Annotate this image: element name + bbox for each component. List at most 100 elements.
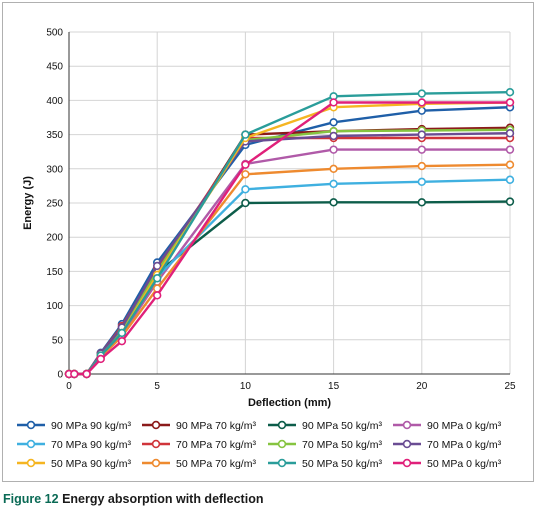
legend-item: 50 MPa 90 kg/m³ xyxy=(17,458,131,470)
legend-swatch-marker xyxy=(277,439,287,449)
legend-label: 70 MPa 70 kg/m³ xyxy=(176,439,256,451)
series-line xyxy=(69,101,511,376)
series-line xyxy=(69,178,511,376)
y-tick-label: 500 xyxy=(46,28,63,39)
legend-swatch-marker xyxy=(26,458,36,468)
data-point xyxy=(329,131,338,141)
legend-swatch-marker xyxy=(26,420,36,430)
chart-frame: 0 50 100 150 200 250 300 350 400 450 500 0 5 10 15 20 25… xyxy=(2,2,534,482)
tick-labels: 0 50 100 150 200 250 300 350 400 450 500 0 5 10 15 20 25 xyxy=(46,28,516,393)
data-point xyxy=(96,354,105,364)
legend-label: 70 MPa 0 kg/m³ xyxy=(427,439,502,451)
y-tick-label: 250 xyxy=(46,199,63,210)
series-3 xyxy=(64,197,515,379)
series-lines xyxy=(64,87,515,379)
data-point xyxy=(505,98,515,107)
series-line xyxy=(69,200,511,376)
data-point xyxy=(417,106,426,115)
x-tick-label: 10 xyxy=(240,381,252,392)
legend-swatch-marker xyxy=(402,439,412,449)
series-9 xyxy=(64,98,515,379)
data-point xyxy=(329,118,338,127)
y-tick-label: 150 xyxy=(46,267,63,278)
caption-text: Energy absorption with deflection xyxy=(62,492,264,506)
y-tick-label: 450 xyxy=(46,62,63,73)
legend-swatch-marker xyxy=(277,458,287,468)
legend-item: 70 MPa 70 kg/m³ xyxy=(142,439,256,451)
data-point xyxy=(329,98,338,107)
x-axis-title: Deflection (mm) xyxy=(248,397,331,409)
data-point xyxy=(417,177,426,186)
series-line xyxy=(69,132,511,376)
data-point xyxy=(241,185,250,194)
x-tick-label: 5 xyxy=(154,381,160,392)
y-tick-label: 400 xyxy=(46,96,63,107)
y-tick-label: 300 xyxy=(46,164,63,175)
legend-swatch-marker xyxy=(151,458,161,468)
series-10 xyxy=(64,160,515,379)
legend-item: 50 MPa 0 kg/m³ xyxy=(393,458,502,470)
axes xyxy=(68,32,510,375)
data-point xyxy=(117,336,127,346)
series-line xyxy=(69,106,511,376)
series-12 xyxy=(64,98,515,379)
data-point xyxy=(505,129,515,138)
legend-swatch-marker xyxy=(26,439,36,449)
data-point xyxy=(417,161,426,171)
data-point xyxy=(153,291,162,300)
legend-item: 90 MPa 70 kg/m³ xyxy=(142,420,256,432)
legend-swatch-marker xyxy=(402,458,412,468)
series-line xyxy=(69,101,510,376)
data-point xyxy=(417,130,426,139)
legend-label: 50 MPa 90 kg/m³ xyxy=(51,458,131,470)
legend-label: 90 MPa 50 kg/m³ xyxy=(302,420,382,432)
data-point xyxy=(329,145,338,154)
y-tick-label: 50 xyxy=(52,335,64,346)
data-point xyxy=(505,145,515,154)
y-tick-label: 350 xyxy=(46,130,63,141)
x-tick-label: 15 xyxy=(328,381,340,392)
legend-item: 70 MPa 90 kg/m³ xyxy=(17,439,131,451)
data-point xyxy=(153,261,162,271)
x-tick-label: 25 xyxy=(504,381,516,392)
series-line xyxy=(69,163,511,376)
data-point xyxy=(329,198,338,207)
data-point xyxy=(329,179,338,189)
legend-item: 70 MPa 50 kg/m³ xyxy=(268,439,382,451)
data-point xyxy=(417,89,426,98)
data-point xyxy=(70,369,79,379)
legend-label: 90 MPa 90 kg/m³ xyxy=(51,420,131,432)
series-1 xyxy=(64,103,515,379)
data-point xyxy=(505,160,515,169)
x-tick-label: 20 xyxy=(416,381,428,392)
y-tick-label: 100 xyxy=(46,301,63,312)
legend-item: 50 MPa 50 kg/m³ xyxy=(268,458,382,470)
y-tick-label: 200 xyxy=(46,233,63,244)
legend-label: 70 MPa 90 kg/m³ xyxy=(51,439,131,451)
data-point xyxy=(417,198,426,207)
legend-swatch-marker xyxy=(151,420,161,430)
legend-item: 90 MPa 0 kg/m³ xyxy=(393,420,502,432)
series-5 xyxy=(64,175,515,379)
legend-label: 50 MPa 70 kg/m³ xyxy=(176,458,256,470)
data-point xyxy=(241,198,250,208)
series-line xyxy=(69,136,510,376)
legend-label: 70 MPa 50 kg/m³ xyxy=(302,439,382,451)
figure-caption: Figure 12 Energy absorption with deflect… xyxy=(3,492,263,506)
data-point xyxy=(241,160,250,169)
legend-label: 90 MPa 70 kg/m³ xyxy=(176,420,256,432)
legend-label: 50 MPa 0 kg/m³ xyxy=(427,458,502,470)
legend-swatch-marker xyxy=(151,439,161,449)
data-point xyxy=(241,130,250,139)
data-point xyxy=(505,197,515,206)
legend-swatch-marker xyxy=(402,420,412,430)
energy-deflection-chart: 0 50 100 150 200 250 300 350 400 450 500 0 5 10 15 20 25… xyxy=(17,28,516,470)
data-point xyxy=(153,274,162,283)
data-point xyxy=(417,145,426,154)
caption-label: Figure 12 xyxy=(3,492,59,506)
legend-item: 50 MPa 70 kg/m³ xyxy=(142,458,256,470)
data-point xyxy=(505,87,515,97)
legend-label: 90 MPa 0 kg/m³ xyxy=(427,420,502,432)
legend-item: 90 MPa 90 kg/m³ xyxy=(17,420,131,432)
data-point xyxy=(241,170,250,179)
